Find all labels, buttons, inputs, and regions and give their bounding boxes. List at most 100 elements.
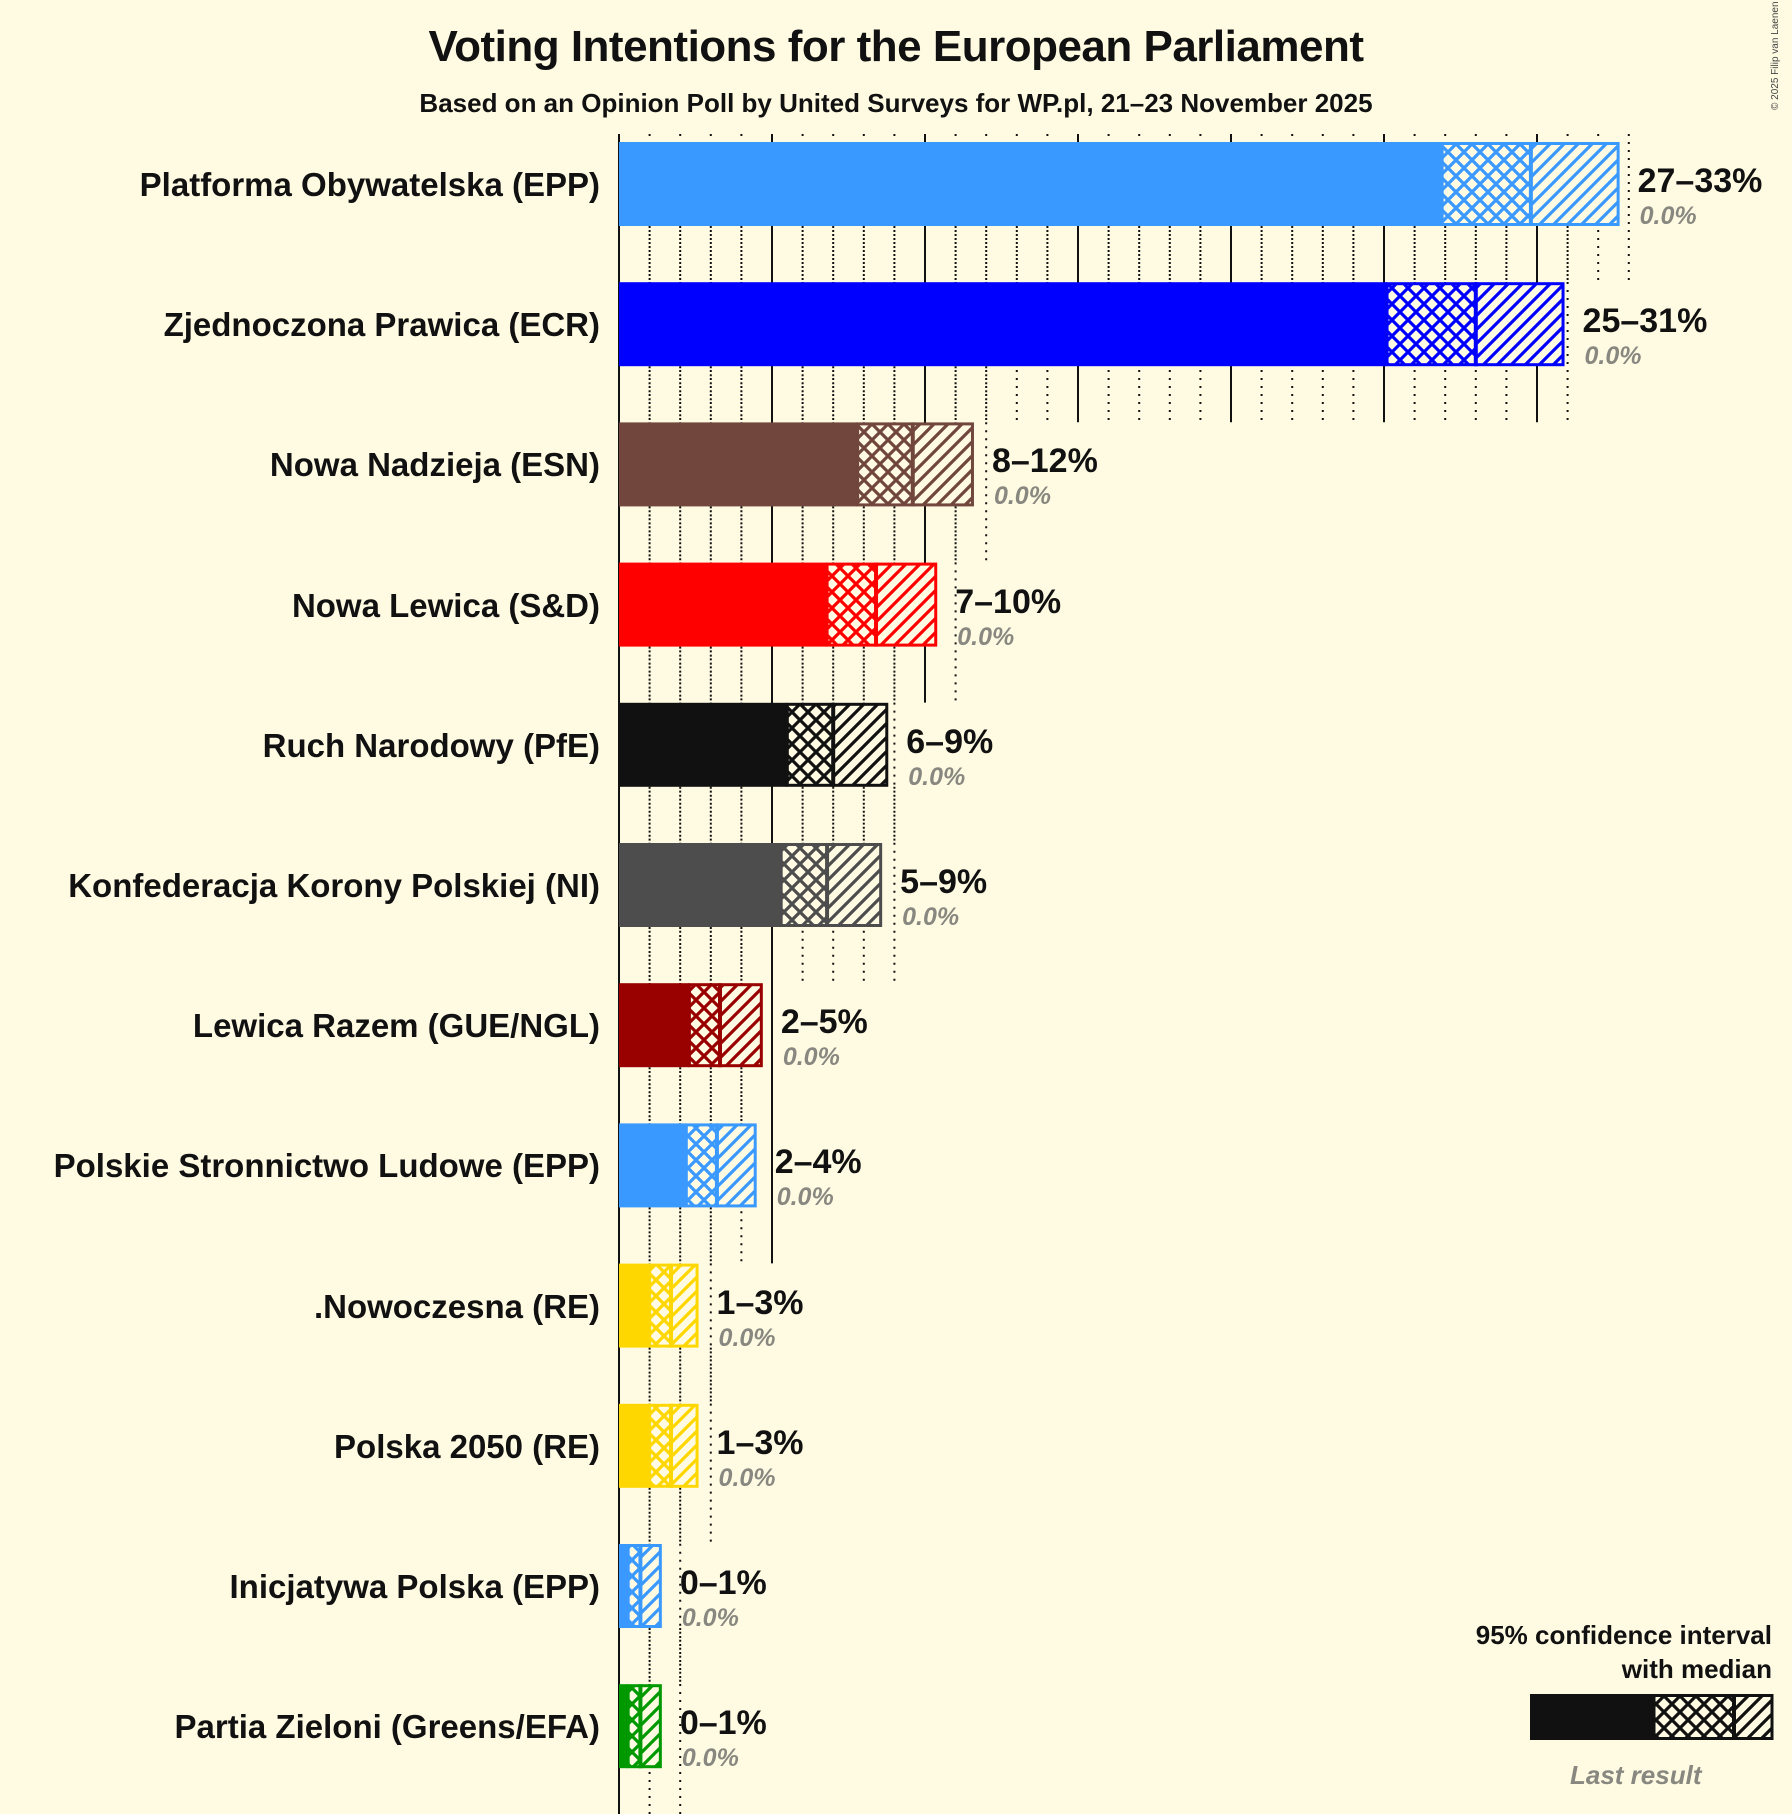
last-result-label: 0.0% (908, 762, 966, 791)
bar-ci-lower (1442, 144, 1531, 224)
bar-ci-lower (628, 1546, 641, 1626)
party-label: Konfederacja Korony Polskiej (NI) (68, 867, 600, 904)
bar-ci-upper (912, 424, 972, 505)
legend-line-1: 95% confidence interval (1475, 1620, 1772, 1650)
range-label: 0–1% (679, 1704, 767, 1743)
last-result-label: 0.0% (957, 622, 1015, 651)
legend-graphic (1530, 1694, 1774, 1740)
legend-hatch (1734, 1696, 1772, 1738)
party-label: Lewica Razem (GUE/NGL) (192, 1007, 600, 1045)
legend-line-2: with median (1621, 1654, 1772, 1684)
range-label: 8–12% (991, 442, 1098, 481)
bar-solid (619, 142, 1443, 226)
bar-solid (619, 983, 690, 1068)
bar-ci-upper (876, 564, 936, 645)
bar-ci-upper (640, 1686, 660, 1767)
last-result-label: 0.0% (681, 1604, 739, 1632)
last-result-label: 0.0% (776, 1183, 834, 1212)
bar-solid (619, 1684, 629, 1769)
bar-ci-lower (628, 1686, 641, 1767)
bar-group (619, 1123, 757, 1208)
bar-ci-upper (719, 985, 761, 1066)
range-label: 0–1% (679, 1564, 767, 1602)
bar-group (619, 983, 763, 1068)
bar-ci-lower (649, 1265, 672, 1346)
last-result-label: 0.0% (902, 903, 960, 931)
bar-ci-outline (856, 422, 974, 507)
bar-ci-lower (1387, 284, 1476, 365)
legend-solid-bar (1530, 1694, 1654, 1740)
party-label: Inicjatywa Polska (EPP) (229, 1568, 600, 1605)
legend-outline (1652, 1694, 1774, 1740)
party-label: Nowa Lewica (S&D) (291, 586, 600, 624)
bar-ci-upper (1530, 144, 1618, 224)
bar-ci-outline (825, 562, 938, 647)
bar-ci-lower (787, 704, 834, 785)
bar-group (619, 702, 889, 787)
chart-subtitle: Based on an Opinion Poll by United Surve… (419, 88, 1373, 118)
party-label: Zjednoczona Prawica (ECR) (163, 306, 600, 344)
range-label: 2–4% (774, 1143, 862, 1182)
bar-solid (619, 1544, 629, 1628)
bar-ci-outline (648, 1263, 699, 1348)
bar-group (619, 1684, 662, 1769)
bar-group (619, 422, 974, 507)
range-label: 25–31% (1582, 302, 1708, 341)
bar-ci-outline (785, 702, 889, 787)
party-label: Platforma Obywatelska (EPP) (139, 166, 600, 203)
range-label: 27–33% (1637, 162, 1763, 200)
last-result-label: 0.0% (681, 1744, 739, 1773)
bar-ci-outline (779, 843, 883, 927)
party-label: Nowa Nadzieja (ESN) (269, 446, 600, 484)
bar-ci-lower (781, 845, 828, 925)
bar-solid (619, 1263, 650, 1348)
range-label: 1–3% (716, 1423, 804, 1462)
gridlines (618, 134, 1630, 1814)
bar-solid (619, 1403, 650, 1488)
bar-ci-lower (686, 1125, 717, 1206)
party-label: .Nowoczesna (RE) (313, 1287, 600, 1325)
bar-ci-upper (827, 845, 881, 925)
bar-group (619, 1544, 662, 1628)
legend-title: 95% confidence interval with median (1476, 1618, 1772, 1686)
bar-ci-outline (626, 1684, 662, 1769)
range-label: 1–3% (716, 1283, 804, 1322)
bar-group (619, 1403, 699, 1488)
party-label: Ruch Narodowy (PfE) (262, 726, 600, 764)
bar-solid (619, 422, 858, 507)
bar-group (619, 142, 1620, 226)
bar-ci-lower (827, 564, 877, 645)
last-result-label: 0.0% (718, 1323, 776, 1352)
bar-solid (619, 562, 828, 647)
bar-group (619, 282, 1565, 367)
bar-ci-outline (687, 983, 763, 1068)
range-label: 5–9% (900, 863, 988, 901)
bar-solid (619, 1123, 687, 1208)
bar-solid (619, 843, 782, 927)
bar-ci-upper (716, 1125, 755, 1206)
range-label: 6–9% (906, 722, 994, 761)
last-result-label: 0.0% (1584, 342, 1642, 371)
last-result-label: 0.0% (782, 1043, 840, 1072)
party-label: Polska 2050 (RE) (334, 1427, 600, 1465)
chart-title: Voting Intentions for the European Parli… (428, 22, 1364, 71)
bar-group (619, 562, 938, 647)
bar-ci-upper (1475, 284, 1563, 365)
legend-crosshatch (1654, 1696, 1734, 1738)
bar-ci-lower (649, 1405, 672, 1486)
bars (619, 142, 1620, 1769)
last-result-label: 0.0% (993, 482, 1051, 511)
party-label: Partia Zieloni (Greens/EFA) (174, 1708, 600, 1746)
bar-ci-upper (833, 704, 887, 785)
last-result-label: 0.0% (1639, 202, 1697, 230)
bar-ci-lower (857, 424, 913, 505)
bar-ci-upper (671, 1405, 697, 1486)
bar-group (619, 843, 883, 927)
range-label: 2–5% (780, 1003, 868, 1042)
bar-group (619, 1263, 699, 1348)
bar-solid (619, 282, 1388, 367)
bar-ci-outline (684, 1123, 757, 1208)
range-label: 7–10% (955, 582, 1062, 621)
bar-ci-upper (671, 1265, 697, 1346)
